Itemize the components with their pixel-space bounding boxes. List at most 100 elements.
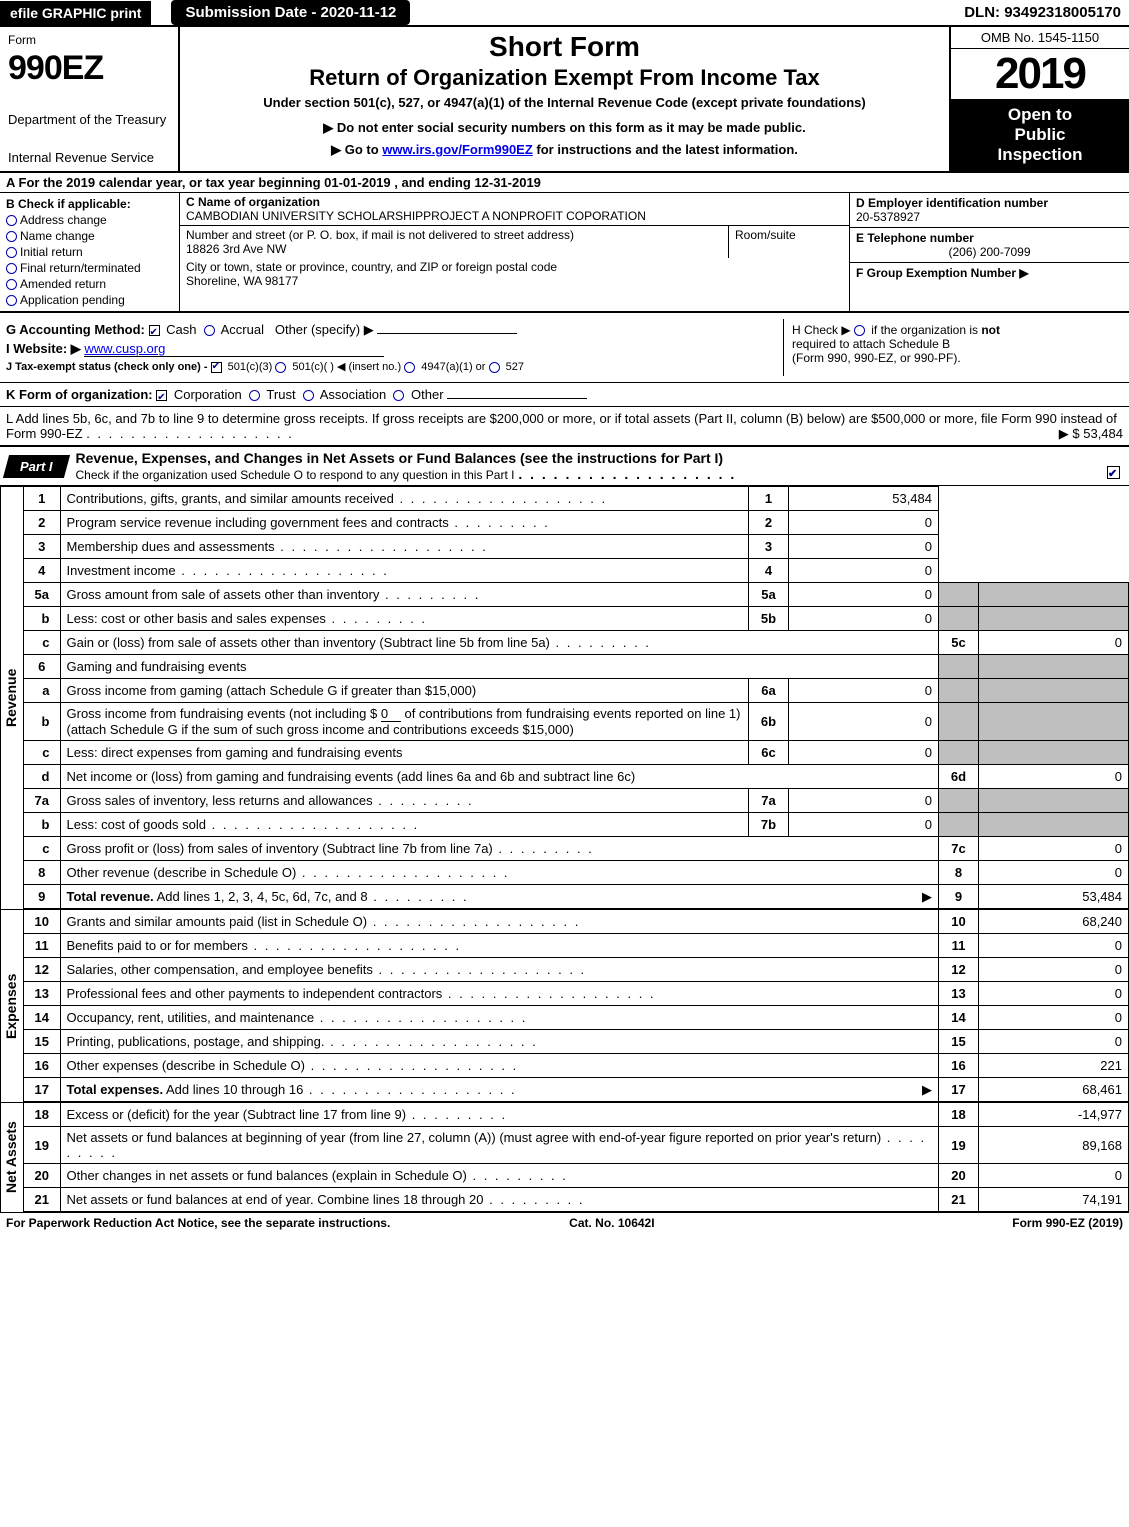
circle-icon[interactable] <box>393 390 404 401</box>
circle-icon[interactable] <box>6 279 17 290</box>
g-label: G Accounting Method: <box>6 322 145 337</box>
addr-label: Number and street (or P. O. box, if mail… <box>186 228 574 242</box>
expenses-sidelabel: Expenses <box>0 909 24 1102</box>
b-opt-1-txt: Name change <box>20 229 95 243</box>
circle-icon[interactable] <box>275 362 286 373</box>
h-t2: if the organization is <box>871 323 981 337</box>
line-9: 9Total revenue. Add lines 1, 2, 3, 4, 5c… <box>24 885 1129 909</box>
line-7a: 7aGross sales of inventory, less returns… <box>24 789 1129 813</box>
circle-icon[interactable] <box>303 390 314 401</box>
b-opt-4[interactable]: Amended return <box>6 277 173 291</box>
irs-link[interactable]: www.irs.gov/Form990EZ <box>382 142 533 157</box>
b-opt-2[interactable]: Initial return <box>6 245 173 259</box>
circle-icon[interactable] <box>6 263 17 274</box>
omb-no: OMB No. 1545-1150 <box>951 27 1129 49</box>
line-5b: bLess: cost or other basis and sales exp… <box>24 607 1129 631</box>
website-link[interactable]: www.cusp.org <box>84 341 384 357</box>
part1-sub: Check if the organization used Schedule … <box>76 468 515 482</box>
circle-icon[interactable] <box>204 325 215 336</box>
part1-title: Revenue, Expenses, and Changes in Net As… <box>73 447 1129 485</box>
g-other: Other (specify) ▶ <box>275 322 374 337</box>
line-8: 8Other revenue (describe in Schedule O)8… <box>24 861 1129 885</box>
circle-icon[interactable] <box>6 231 17 242</box>
b-opt-5[interactable]: Application pending <box>6 293 173 307</box>
efile-label[interactable]: efile GRAPHIC print <box>0 1 151 25</box>
k-other-input[interactable] <box>447 398 587 399</box>
b-label: B Check if applicable: <box>6 197 173 211</box>
col-def: D Employer identification number 20-5378… <box>849 193 1129 311</box>
line-6b: bGross income from fundraising events (n… <box>24 703 1129 741</box>
go-to-link-line: ▶ Go to www.irs.gov/Form990EZ for instru… <box>190 142 939 158</box>
g-other-input[interactable] <box>377 333 517 334</box>
expenses-section: Expenses 10Grants and similar amounts pa… <box>0 909 1129 1102</box>
k-label: K Form of organization: <box>6 387 153 402</box>
circle-icon[interactable] <box>854 325 865 336</box>
top-bar: efile GRAPHIC print Submission Date - 20… <box>0 0 1129 27</box>
header-right: OMB No. 1545-1150 2019 Open to Public In… <box>949 27 1129 171</box>
line-6a: aGross income from gaming (attach Schedu… <box>24 679 1129 703</box>
circle-icon[interactable] <box>6 295 17 306</box>
line-11: 11Benefits paid to or for members110 <box>24 934 1129 958</box>
open-public: Open to Public Inspection <box>951 99 1129 171</box>
line-15: 15Printing, publications, postage, and s… <box>24 1030 1129 1054</box>
b-opt-3[interactable]: Final return/terminated <box>6 261 173 275</box>
col-c: C Name of organization CAMBODIAN UNIVERS… <box>180 193 849 311</box>
k-o1: Corporation <box>174 387 242 402</box>
b-opt-5-txt: Application pending <box>20 293 125 307</box>
k-o3: Association <box>320 387 386 402</box>
line-2: 2Program service revenue including gover… <box>24 511 1129 535</box>
org-name: CAMBODIAN UNIVERSITY SCHOLARSHIPPROJECT … <box>186 209 646 223</box>
line-5a: 5aGross amount from sale of assets other… <box>24 583 1129 607</box>
room-suite: Room/suite <box>729 226 849 258</box>
line-14: 14Occupancy, rent, utilities, and mainte… <box>24 1006 1129 1030</box>
header-mid: Short Form Return of Organization Exempt… <box>180 27 949 171</box>
h-t3: required to attach Schedule B <box>792 337 950 351</box>
circle-icon[interactable] <box>6 247 17 258</box>
d-ein: D Employer identification number 20-5378… <box>850 193 1129 228</box>
checkbox-icon[interactable] <box>211 362 222 373</box>
b-opt-1[interactable]: Name change <box>6 229 173 243</box>
k-o2: Trust <box>266 387 295 402</box>
line-17: 17Total expenses. Add lines 10 through 1… <box>24 1078 1129 1102</box>
page-footer: For Paperwork Reduction Act Notice, see … <box>0 1212 1129 1233</box>
l-block: L Add lines 5b, 6c, and 7b to line 9 to … <box>0 407 1129 447</box>
form-number: 990EZ <box>8 49 170 88</box>
go-post: for instructions and the latest informat… <box>533 142 798 157</box>
b-opt-0-txt: Address change <box>20 213 107 227</box>
circle-icon[interactable] <box>249 390 260 401</box>
checkbox-icon[interactable] <box>156 390 167 401</box>
circle-icon[interactable] <box>489 362 500 373</box>
open-1: Open to <box>955 105 1125 125</box>
under-section: Under section 501(c), 527, or 4947(a)(1)… <box>190 95 939 110</box>
checkbox-icon[interactable] <box>1107 466 1120 479</box>
open-3: Inspection <box>955 145 1125 165</box>
footer-cat: Cat. No. 10642I <box>569 1216 654 1230</box>
circle-icon[interactable] <box>6 215 17 226</box>
line-5c: cGain or (loss) from sale of assets othe… <box>24 631 1129 655</box>
open-2: Public <box>955 125 1125 145</box>
circle-icon[interactable] <box>404 362 415 373</box>
b-opt-3-txt: Final return/terminated <box>20 261 141 275</box>
e-label: E Telephone number <box>856 231 974 245</box>
f-group: F Group Exemption Number ▶ <box>850 263 1129 283</box>
checkbox-icon[interactable] <box>149 325 160 336</box>
submission-date: Submission Date - 2020-11-12 <box>171 0 410 25</box>
city-val: Shoreline, WA 98177 <box>186 274 298 288</box>
ssn-note: ▶ Do not enter social security numbers o… <box>190 120 939 136</box>
b-opt-0[interactable]: Address change <box>6 213 173 227</box>
expenses-table: 10Grants and similar amounts paid (list … <box>24 909 1129 1102</box>
j-o4: 527 <box>506 361 524 373</box>
line-21: 21Net assets or fund balances at end of … <box>24 1188 1129 1212</box>
b-opt-4-txt: Amended return <box>20 277 106 291</box>
h-block: H Check ▶ if the organization is not req… <box>783 319 1123 376</box>
j-o3: 4947(a)(1) or <box>421 361 485 373</box>
go-pre: ▶ Go to <box>331 142 382 157</box>
line-16: 16Other expenses (describe in Schedule O… <box>24 1054 1129 1078</box>
j-o2: 501(c)( ) ◀ (insert no.) <box>292 361 401 373</box>
dept-irs: Internal Revenue Service <box>8 150 170 165</box>
line-4: 4Investment income40 <box>24 559 1129 583</box>
i-label: I Website: ▶ <box>6 341 81 356</box>
addr-val: 18826 3rd Ave NW <box>186 242 287 256</box>
j-o1: 501(c)(3) <box>228 361 273 373</box>
city-label: City or town, state or province, country… <box>186 260 557 274</box>
